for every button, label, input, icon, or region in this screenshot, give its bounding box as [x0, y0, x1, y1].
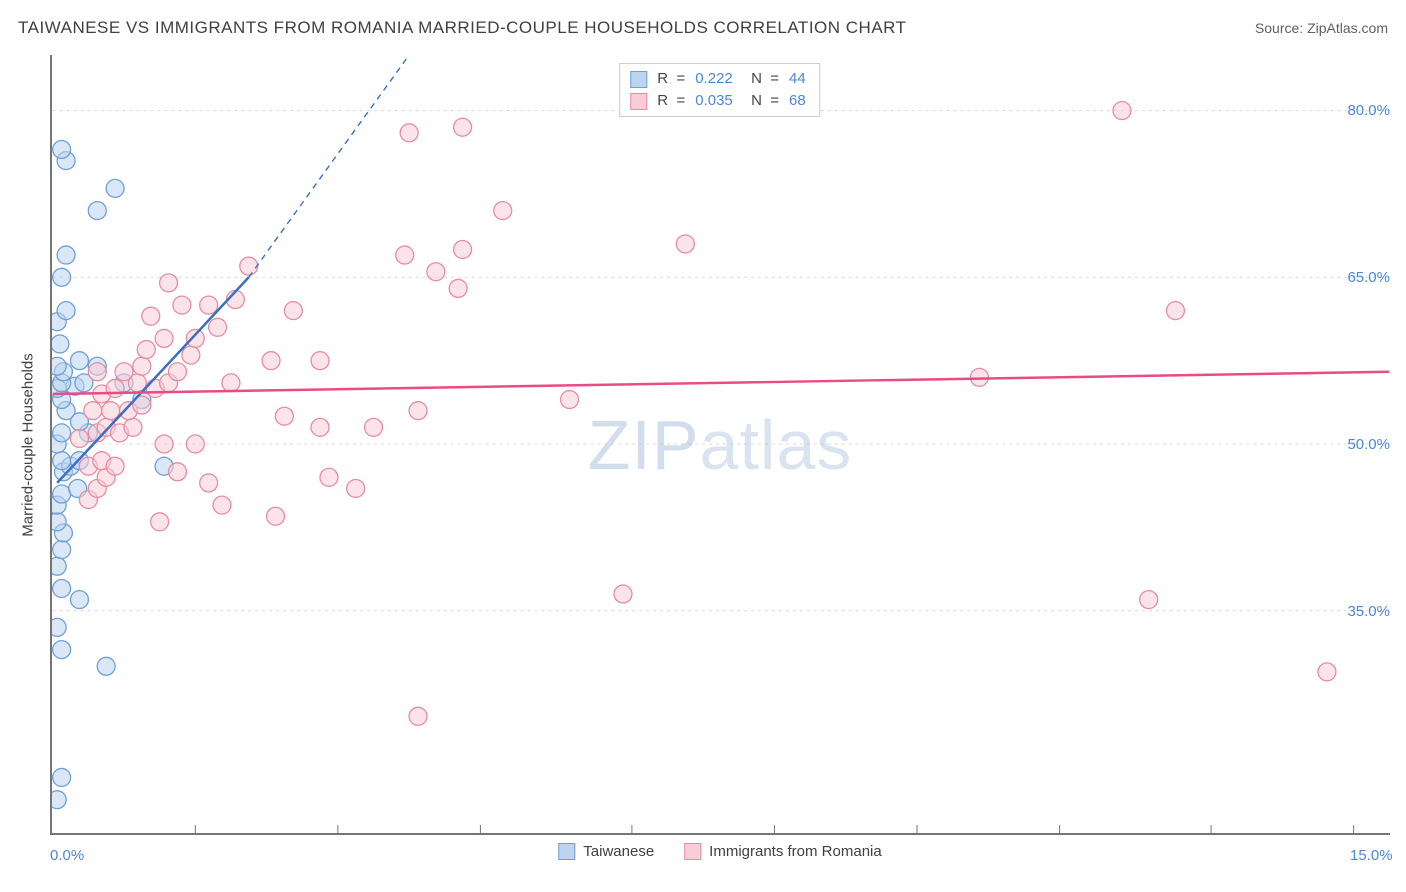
y-tick-label: 50.0% — [1340, 436, 1390, 453]
legend-item-taiwanese: Taiwanese — [558, 843, 654, 860]
x-tick-label: 15.0% — [1350, 847, 1393, 864]
legend-label-romania: Immigrants from Romania — [709, 843, 882, 860]
swatch-taiwanese — [630, 71, 647, 88]
x-tick-label: 0.0% — [50, 847, 84, 864]
title-bar: TAIWANESE VS IMMIGRANTS FROM ROMANIA MAR… — [18, 18, 1388, 38]
swatch-taiwanese — [558, 843, 575, 860]
stats-r-value-taiwanese: 0.222 — [695, 68, 733, 90]
stats-n-value-taiwanese: 44 — [789, 68, 806, 90]
bottom-legend: Taiwanese Immigrants from Romania — [558, 843, 881, 860]
scatter-plot — [50, 55, 1390, 835]
chart-title: TAIWANESE VS IMMIGRANTS FROM ROMANIA MAR… — [18, 18, 907, 38]
source-label: Source: ZipAtlas.com — [1255, 20, 1388, 36]
stats-r-label: R = — [657, 90, 685, 112]
legend-label-taiwanese: Taiwanese — [583, 843, 654, 860]
legend-item-romania: Immigrants from Romania — [684, 843, 882, 860]
stats-r-value-romania: 0.035 — [695, 90, 733, 112]
stats-n-label: N = — [743, 90, 779, 112]
y-tick-label: 65.0% — [1340, 269, 1390, 286]
stats-legend: R = 0.222 N = 44 R = 0.035 N = 68 — [619, 63, 820, 117]
y-tick-label: 35.0% — [1340, 603, 1390, 620]
stats-n-value-romania: 68 — [789, 90, 806, 112]
stats-r-label: R = — [657, 68, 685, 90]
stats-row-romania: R = 0.035 N = 68 — [630, 90, 805, 112]
y-tick-label: 80.0% — [1340, 102, 1390, 119]
stats-n-label: N = — [743, 68, 779, 90]
swatch-romania — [684, 843, 701, 860]
y-axis-label: Married-couple Households — [20, 353, 37, 536]
swatch-romania — [630, 93, 647, 110]
stats-row-taiwanese: R = 0.222 N = 44 — [630, 68, 805, 90]
plot-container: Married-couple Households ZIPatlas R = 0… — [50, 55, 1390, 835]
